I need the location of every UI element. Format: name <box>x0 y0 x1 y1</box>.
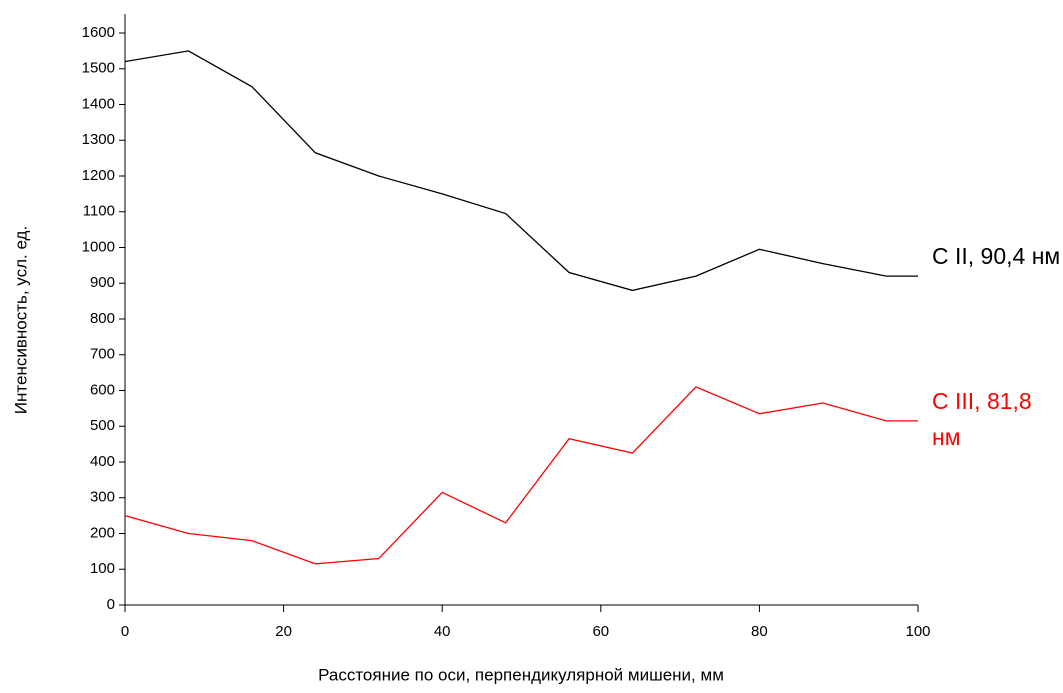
series-label: C III, 81,8 нм <box>932 387 1032 450</box>
y-tick-label: 1000 <box>82 238 115 255</box>
y-tick-label: 1600 <box>82 24 115 41</box>
y-tick-label: 0 <box>107 596 115 613</box>
y-tick-label: 1400 <box>82 95 115 112</box>
series-label: C II, 90,4 нм <box>932 243 1061 270</box>
series-line <box>124 50 918 292</box>
y-tick-label: 600 <box>90 381 115 398</box>
x-tick-label: 80 <box>751 623 768 640</box>
x-tick-label: 0 <box>121 623 129 640</box>
y-tick-label: 900 <box>90 274 115 291</box>
x-tick-label: 100 <box>905 623 930 640</box>
y-tick-label: 1300 <box>82 131 115 148</box>
y-axis-label: Интенсивность, усл. ед. <box>11 226 30 414</box>
y-tick-label: 300 <box>90 489 115 506</box>
x-axis-label: Расстояние по оси, перпендикулярной мише… <box>318 665 724 684</box>
y-tick-label: 100 <box>90 560 115 577</box>
y-tick-label: 1100 <box>83 203 115 220</box>
x-tick-label: 40 <box>434 623 451 640</box>
y-tick-label: 400 <box>90 453 115 470</box>
y-tick-label: 1500 <box>82 60 115 77</box>
series-line <box>124 386 918 565</box>
y-tick-label: 1200 <box>82 167 115 184</box>
x-tick-label: 60 <box>592 623 609 640</box>
y-tick-label: 200 <box>90 524 115 541</box>
y-tick-label: 500 <box>90 417 115 434</box>
y-tick-label: 700 <box>90 346 115 363</box>
x-tick-label: 20 <box>275 623 292 640</box>
y-tick-label: 800 <box>90 310 115 327</box>
